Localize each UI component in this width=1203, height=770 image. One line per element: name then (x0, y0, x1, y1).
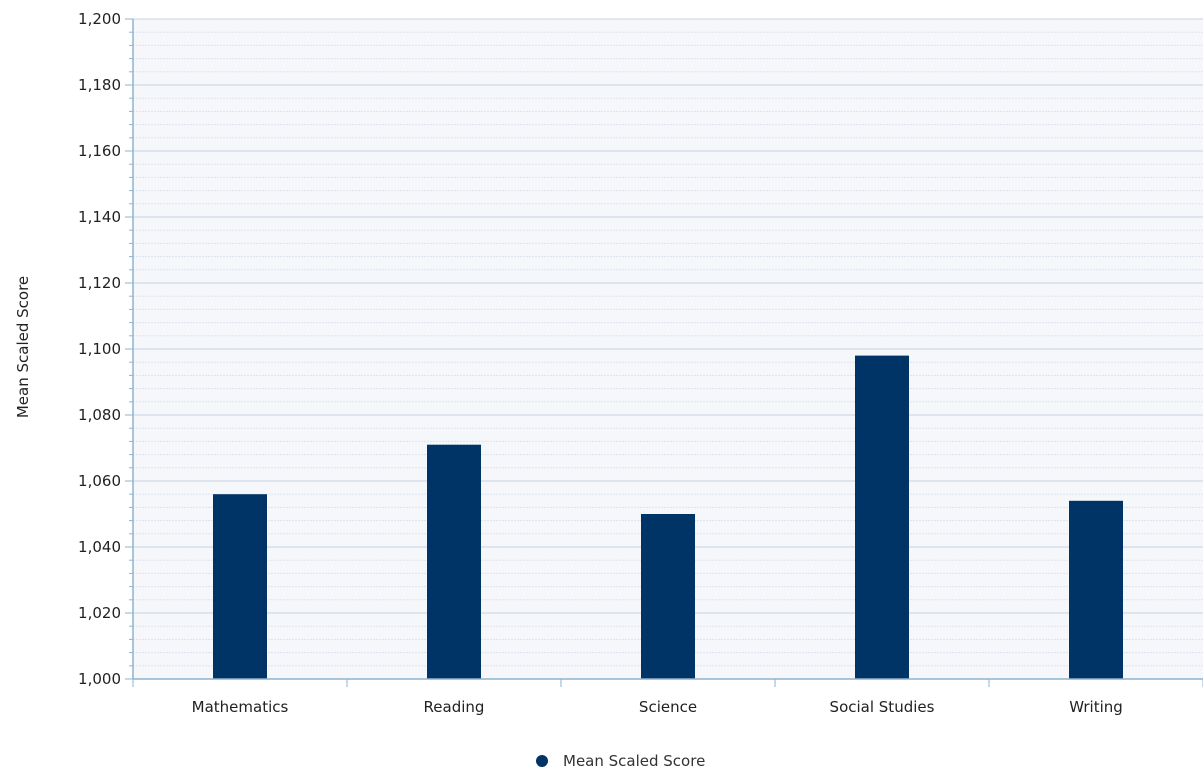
legend-label: Mean Scaled Score (563, 752, 705, 770)
legend: Mean Scaled Score (536, 752, 705, 770)
axes (125, 18, 1203, 687)
y-tick-label: 1,060 (78, 472, 121, 490)
y-tick-label: 1,120 (78, 274, 121, 292)
x-tick-label: Mathematics (192, 698, 289, 716)
y-tick-label: 1,080 (78, 406, 121, 424)
x-tick-label: Reading (424, 698, 485, 716)
y-tick-labels: 1,000 1,020 1,040 1,060 1,080 1,100 1,120 1,140… (78, 10, 121, 688)
y-tick-label: 1,000 (78, 670, 121, 688)
bar-writing (1069, 500, 1123, 679)
y-tick-label: 1,140 (78, 208, 121, 226)
x-tick-labels: Mathematics Reading Science Social Studies W… (192, 698, 1123, 716)
x-tick-label: Writing (1069, 698, 1123, 716)
bars (213, 355, 1123, 679)
y-tick-label: 1,200 (78, 10, 121, 28)
bar-reading (427, 444, 481, 679)
bar-science (641, 514, 695, 679)
y-tick-label: 1,180 (78, 76, 121, 94)
x-tick-label: Science (639, 698, 697, 716)
x-tick-label: Social Studies (830, 698, 935, 716)
y-tick-label: 1,020 (78, 604, 121, 622)
y-tick-label: 1,040 (78, 538, 121, 556)
bar-mathematics (213, 494, 267, 679)
y-tick-label: 1,160 (78, 142, 121, 160)
y-axis-title: Mean Scaled Score (14, 276, 32, 418)
legend-marker (536, 755, 548, 767)
y-tick-label: 1,100 (78, 340, 121, 358)
bar-social-studies (855, 355, 909, 679)
